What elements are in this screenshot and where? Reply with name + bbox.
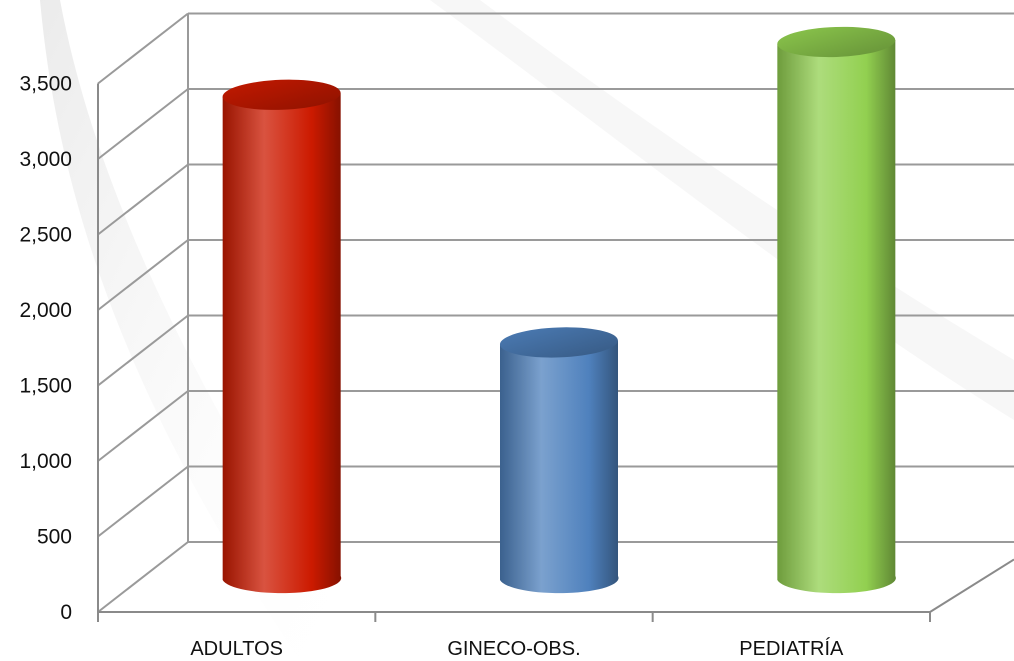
bar-top — [222, 79, 341, 110]
x-axis-ticks: ADULTOS GINECO-OBS. PEDIATRÍA — [97, 612, 931, 660]
y-tick-label: 2,500 — [19, 224, 72, 247]
axes — [97, 13, 1014, 613]
y-tick-label: 1,500 — [19, 375, 72, 398]
bar-body — [777, 39, 896, 594]
gridline-side — [97, 88, 189, 160]
bar-3 — [777, 26, 896, 594]
gridline-side — [97, 390, 189, 462]
y-tick-label: 2,000 — [19, 299, 72, 322]
bar-top — [777, 26, 896, 58]
gridline-side — [97, 541, 189, 613]
y-tick-label: 3,500 — [19, 73, 72, 96]
bar-2 — [499, 327, 619, 594]
x-tick-label: GINECO-OBS. — [447, 638, 580, 660]
y-tick-label: 0 — [60, 601, 72, 624]
y-axis-ticks: 0 500 1,000 1,500 2,000 2,500 3,000 3,500 — [19, 73, 72, 625]
gridline-side — [97, 239, 189, 311]
bar-body — [222, 92, 342, 594]
gridline-side — [97, 465, 189, 538]
x-tick-label: ADULTOS — [190, 638, 283, 660]
y-tick-label: 3,000 — [19, 148, 72, 171]
background-swoosh — [40, 0, 370, 661]
y-tick-label: 1,000 — [19, 450, 72, 473]
y-tick-label: 500 — [37, 526, 72, 549]
gridline-side — [97, 12, 189, 85]
bar-top — [499, 327, 618, 358]
bars — [222, 26, 896, 594]
bar-1 — [222, 79, 342, 594]
bar-body — [500, 340, 619, 594]
gridline-side — [97, 314, 189, 387]
x-tick-label: PEDIATRÍA — [739, 637, 844, 660]
floor-right-edge — [929, 558, 1014, 613]
gridline-side — [97, 163, 189, 236]
